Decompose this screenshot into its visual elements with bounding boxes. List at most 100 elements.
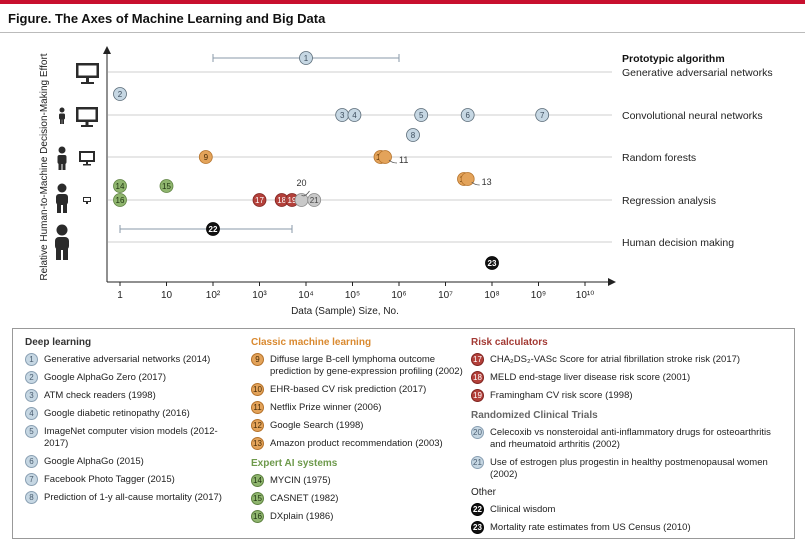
data-point-5: 5 xyxy=(414,108,429,122)
legend-number-badge: 3 xyxy=(25,389,38,402)
legend-panel: Deep learning 1 Generative adversarial ne… xyxy=(12,328,795,539)
data-point-14: 14 xyxy=(113,179,127,193)
data-point-4: 4 xyxy=(347,108,362,122)
data-point-17: 17 xyxy=(252,193,267,207)
svg-text:17: 17 xyxy=(255,196,264,205)
legend-item-label: ImageNet computer vision models (2012-20… xyxy=(44,426,218,449)
legend-number-badge: 23 xyxy=(471,521,484,534)
range-bar-22 xyxy=(119,225,293,233)
data-point-9: 9 xyxy=(198,150,213,164)
legend-item: 14 MYCIN (1975) xyxy=(251,474,469,487)
x-tick-label: 10⁶ xyxy=(391,290,406,301)
legend-number-badge: 5 xyxy=(25,425,38,438)
legend-item: 13 Amazon product recommendation (2003) xyxy=(251,437,469,450)
person-small-computer-icon xyxy=(59,107,98,127)
data-point-3: 3 xyxy=(335,108,350,122)
x-tick-label: 10¹⁰ xyxy=(576,290,594,301)
svg-text:7: 7 xyxy=(540,111,545,120)
legend-heading-deep-learning: Deep learning xyxy=(25,337,92,348)
x-tick-label: 10 xyxy=(161,290,173,301)
legend-item-label: DXplain (1986) xyxy=(270,511,334,522)
legend-item-label: Facebook Photo Tagger (2015) xyxy=(44,474,175,485)
legend-number-badge: 21 xyxy=(471,456,484,469)
legend-item: 3 ATM check readers (1998) xyxy=(25,389,240,402)
legend-heading-classic-ml: Classic machine learning xyxy=(251,337,372,348)
legend-item: 6 Google AlphaGo (2015) xyxy=(25,455,240,468)
legend-number-badge: 15 xyxy=(251,492,264,505)
data-point-8: 8 xyxy=(406,128,420,142)
legend-item: 1 Generative adversarial networks (2014) xyxy=(25,353,240,366)
svg-text:8: 8 xyxy=(411,131,416,140)
legend-number-badge: 10 xyxy=(251,383,264,396)
legend-number-badge: 12 xyxy=(251,419,264,432)
x-tick-label: 10² xyxy=(206,290,221,301)
legend-column-2: Classic machine learning 9 Diffuse large … xyxy=(251,337,469,529)
legend-item-label: Generative adversarial networks (2014) xyxy=(44,354,211,365)
legend-number-badge: 6 xyxy=(25,455,38,468)
legend-number-badge: 14 xyxy=(251,474,264,487)
title-divider xyxy=(0,32,805,33)
x-tick-label: 10³ xyxy=(252,290,267,301)
legend-item: 5 ImageNet computer vision models (2012-2… xyxy=(25,425,240,450)
legend-number-badge: 19 xyxy=(471,389,484,402)
x-tick-label: 10⁹ xyxy=(531,290,546,301)
data-point-16: 16 xyxy=(113,193,127,207)
svg-text:20: 20 xyxy=(296,178,306,188)
data-point-1: 1 xyxy=(299,51,313,65)
legend-item: 4 Google diabetic retinopathy (2016) xyxy=(25,407,240,420)
data-point-2: 2 xyxy=(113,87,127,101)
svg-text:18: 18 xyxy=(277,196,286,205)
legend-item-label: Framingham CV risk score (1998) xyxy=(490,390,633,401)
svg-text:16: 16 xyxy=(116,196,125,205)
svg-text:5: 5 xyxy=(419,111,424,120)
legend-item: 20 Celecoxib vs nonsteroidal anti-inflamm… xyxy=(471,426,789,451)
svg-text:21: 21 xyxy=(310,196,319,205)
legend-item-label: Diffuse large B-cell lymphoma outcome pr… xyxy=(270,354,463,377)
row-header: Prototypic algorithm xyxy=(622,53,725,65)
legend-heading-other: Other xyxy=(471,487,497,498)
legend-item: 11 Netflix Prize winner (2006) xyxy=(251,401,469,414)
legend-item-label: Celecoxib vs nonsteroidal anti-inflammat… xyxy=(490,427,771,450)
legend-item-label: MELD end-stage liver disease risk score … xyxy=(490,372,691,383)
x-tick-label: 10⁷ xyxy=(438,290,453,301)
legend-item-label: Google AlphaGo (2015) xyxy=(44,456,144,467)
legend-number-badge: 9 xyxy=(251,353,264,366)
legend-number-badge: 1 xyxy=(25,353,38,366)
legend-item-label: Netflix Prize winner (2006) xyxy=(270,402,382,413)
legend-item-label: Use of estrogen plus progestin in health… xyxy=(490,457,768,480)
legend-number-badge: 17 xyxy=(471,353,484,366)
svg-text:1: 1 xyxy=(304,54,309,63)
legend-item: 18 MELD end-stage liver disease risk scor… xyxy=(471,371,789,384)
legend-item: 8 Prediction of 1-y all-cause mortality (… xyxy=(25,491,240,504)
legend-item: 15 CASNET (1982) xyxy=(251,492,469,505)
svg-text:9: 9 xyxy=(204,153,209,162)
figure-title: Figure. The Axes of Machine Learning and… xyxy=(8,11,326,26)
legend-item-label: Google Search (1998) xyxy=(270,420,364,431)
svg-text:3: 3 xyxy=(340,111,345,120)
legend-number-badge: 4 xyxy=(25,407,38,420)
x-axis-label: Data (Sample) Size, No. xyxy=(291,306,399,317)
legend-item: 17 CHA₂DS₂-VASc Score for atrial fibrilla… xyxy=(471,353,789,366)
svg-text:13: 13 xyxy=(482,177,492,187)
legend-item: 10 EHR-based CV risk prediction (2017) xyxy=(251,383,469,396)
x-tick-label: 10⁸ xyxy=(484,290,499,301)
legend-number-badge: 8 xyxy=(25,491,38,504)
row-label: Random forests xyxy=(622,152,696,164)
y-axis-label: Relative Human-to-Machine Decision-Makin… xyxy=(39,53,50,280)
legend-number-badge: 22 xyxy=(471,503,484,516)
person-computer-icon xyxy=(57,146,95,170)
svg-text:19: 19 xyxy=(288,196,297,205)
legend-heading-risk-calculators: Risk calculators xyxy=(471,337,548,348)
x-tick-label: 10⁵ xyxy=(345,290,360,301)
data-point-11: 11 xyxy=(378,150,408,165)
data-point-13: 13 xyxy=(460,172,492,187)
legend-item-label: Clinical wisdom xyxy=(490,504,556,515)
svg-text:23: 23 xyxy=(488,259,497,268)
data-point-20: 20 xyxy=(294,178,310,207)
legend-item: 2 Google AlphaGo Zero (2017) xyxy=(25,371,240,384)
legend-item: 21 Use of estrogen plus progestin in heal… xyxy=(471,456,789,481)
legend-number-badge: 2 xyxy=(25,371,38,384)
legend-item-label: CASNET (1982) xyxy=(270,493,339,504)
svg-text:22: 22 xyxy=(209,225,218,234)
x-tick-label: 1 xyxy=(117,290,123,301)
